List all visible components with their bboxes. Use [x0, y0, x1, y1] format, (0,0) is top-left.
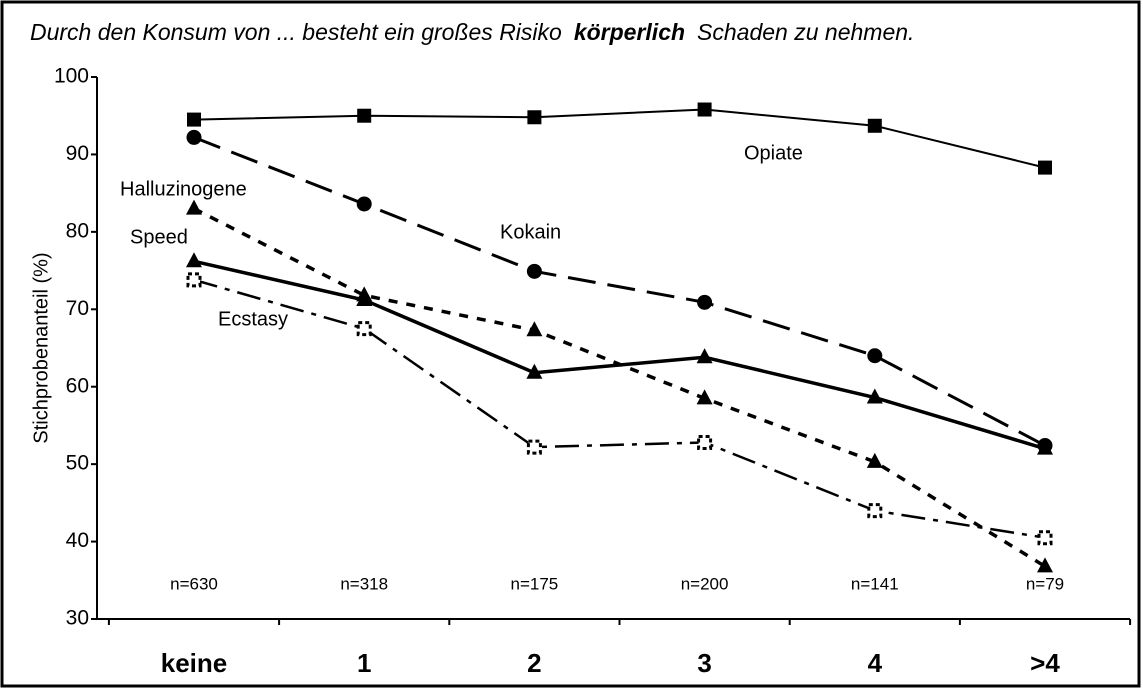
- annotation: n=175: [511, 574, 559, 593]
- marker: [357, 108, 372, 123]
- marker: [187, 112, 201, 127]
- x-tick-label: 2: [527, 648, 541, 678]
- series-line: [193, 259, 1046, 451]
- x-tick-label: 4: [868, 648, 883, 678]
- annotation: n=141: [851, 574, 899, 593]
- y-tick-label: 40: [66, 529, 89, 552]
- y-tick-label: 100: [54, 65, 89, 88]
- y-tick-label: 60: [66, 374, 89, 397]
- marker: [867, 348, 883, 364]
- marker: [696, 348, 713, 364]
- marker: [1037, 439, 1053, 455]
- marker: [697, 294, 713, 310]
- marker: [867, 503, 883, 519]
- marker: [1038, 160, 1052, 175]
- series-label: Speed: [130, 226, 188, 248]
- marker: [186, 272, 202, 288]
- x-tick-label: 1: [357, 648, 371, 678]
- marker: [866, 388, 883, 404]
- marker: [527, 110, 542, 125]
- annotation: n=200: [681, 574, 729, 593]
- series-line: [193, 108, 1046, 169]
- marker: [186, 252, 202, 268]
- marker: [526, 321, 543, 337]
- marker: [1037, 557, 1053, 573]
- title-emphasis: körperlich: [574, 19, 685, 45]
- x-tick-label: 3: [697, 648, 711, 678]
- series-label: Halluzinogene: [120, 178, 247, 200]
- marker: [697, 102, 712, 117]
- y-tick-label: 30: [66, 607, 89, 630]
- series-line: [193, 278, 1046, 539]
- marker: [526, 439, 542, 455]
- annotation: n=630: [170, 574, 218, 593]
- marker: [186, 129, 202, 145]
- title-part: Durch den Konsum von ... besteht ein gro…: [30, 19, 562, 45]
- annotation: n=79: [1026, 574, 1064, 593]
- series-label: Kokain: [500, 221, 561, 243]
- title-part: Schaden zu nehmen.: [697, 19, 914, 45]
- y-tick-label: 90: [66, 142, 89, 165]
- series-line: [193, 207, 1046, 568]
- chart-title: Durch den Konsum von ... besteht ein gro…: [30, 19, 914, 45]
- y-tick-label: 50: [66, 452, 89, 475]
- marker: [696, 389, 713, 405]
- x-tick-label: keine: [161, 648, 228, 678]
- marker: [526, 263, 542, 279]
- series-label: Opiate: [744, 142, 803, 164]
- y-axis-label: Stichprobenanteil (%): [30, 252, 52, 443]
- marker: [186, 199, 202, 215]
- marker: [866, 452, 883, 468]
- x-tick-label: >4: [1030, 648, 1060, 678]
- marker: [526, 363, 543, 379]
- series-label: Ecstasy: [218, 308, 288, 330]
- marker: [1037, 530, 1053, 546]
- marker: [356, 196, 372, 212]
- marker: [356, 321, 372, 337]
- marker: [697, 434, 713, 450]
- series-line: [193, 135, 1046, 447]
- marker: [867, 118, 882, 133]
- y-tick-label: 70: [66, 297, 89, 320]
- y-tick-label: 80: [66, 219, 89, 242]
- marker: [356, 290, 373, 306]
- annotation: n=318: [340, 574, 388, 593]
